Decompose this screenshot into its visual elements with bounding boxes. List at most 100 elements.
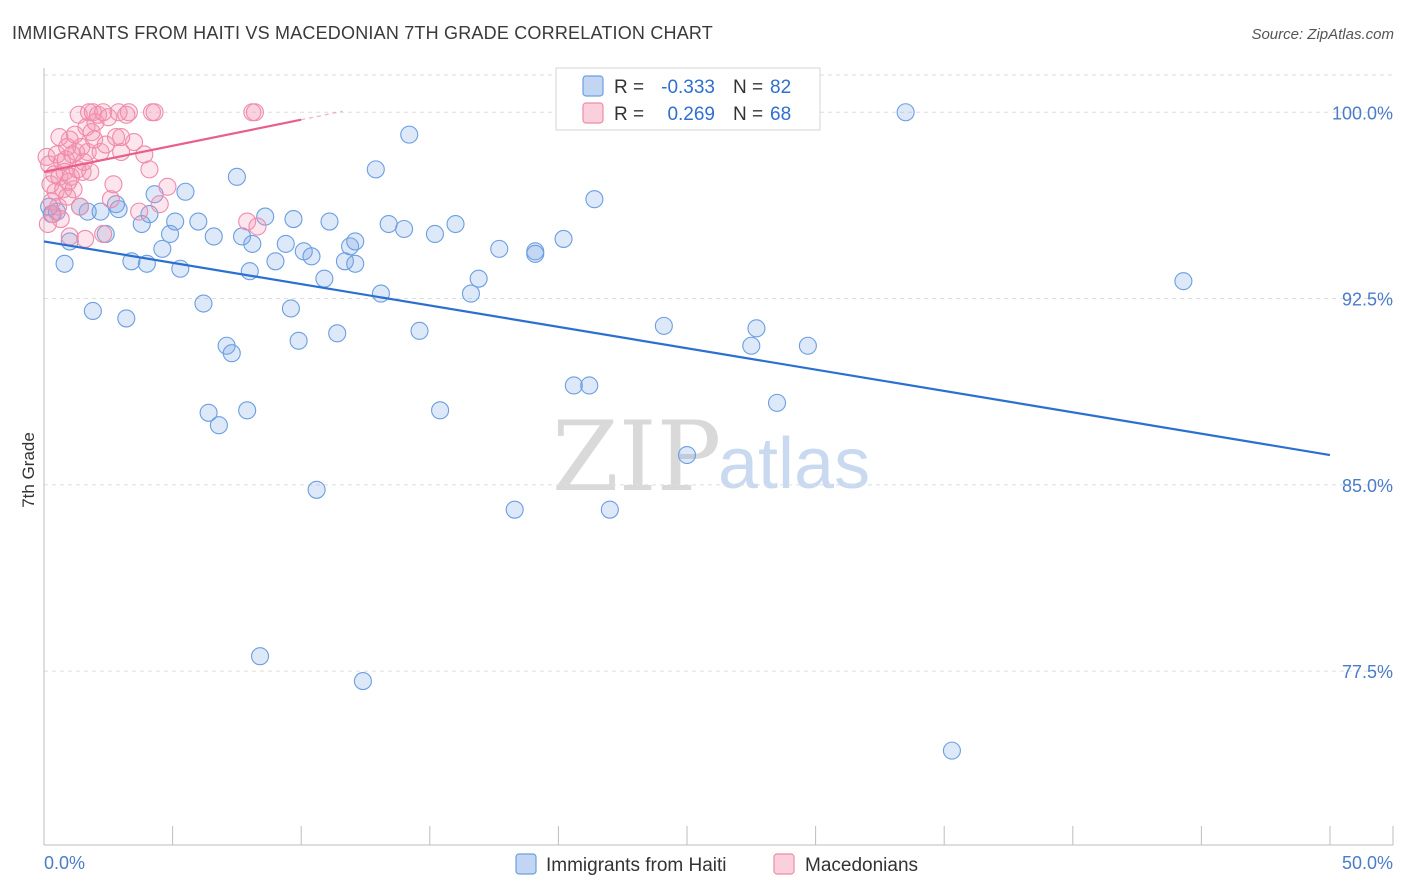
x-tick-label-start: 0.0% [44, 853, 85, 873]
scatter-point [58, 137, 77, 157]
scatter-point [227, 167, 246, 186]
scatter-point [580, 376, 599, 395]
watermark-atlas: atlas [718, 424, 870, 504]
scatter-point [461, 284, 481, 303]
scatter-point [767, 393, 787, 412]
scatter-point [654, 316, 673, 335]
scatter-point [341, 237, 360, 256]
scatter-point [896, 103, 915, 122]
legend-n-label-haiti: N = [733, 77, 763, 98]
scatter-point [395, 219, 414, 239]
y-tick-label: 100.0% [1332, 103, 1393, 123]
scatter-point [490, 239, 509, 258]
scatter-point [379, 214, 398, 234]
scatter-point [328, 324, 347, 343]
scatter-point [742, 336, 761, 355]
scatter-point [130, 202, 149, 221]
legend-n-value-haiti: 82 [770, 77, 791, 98]
scatter-point [281, 299, 300, 318]
y-axis-label: 7th Grade [19, 432, 38, 508]
y-tick-label: 85.0% [1342, 476, 1393, 496]
scatter-point [209, 416, 228, 435]
scatter-point [284, 210, 303, 229]
scatter-point [204, 227, 223, 246]
scatter-point [238, 401, 257, 420]
scatter-point [942, 741, 961, 760]
scatter-point [425, 224, 444, 244]
grid-layer: 77.5% 85.0% 92.5% 100.0% [44, 74, 1393, 682]
scatter-point [256, 207, 275, 226]
scatter-point [91, 202, 110, 221]
series-legend: Immigrants from Haiti Macedonians [515, 853, 918, 876]
scatter-point [82, 123, 101, 142]
scatter-point [238, 212, 257, 231]
scatter-point [76, 229, 95, 248]
scatter-point [346, 254, 365, 273]
legend-r-value-haiti: -0.333 [661, 77, 715, 98]
scatter-point [798, 336, 817, 355]
legend-r-label-macedonian: R = [614, 104, 644, 125]
scatter-point [526, 244, 545, 263]
trend-line-haiti [43, 240, 1331, 457]
scatter-point [117, 309, 136, 328]
scatter-point [94, 103, 113, 122]
haiti-series [40, 103, 1193, 760]
scatter-point [104, 175, 123, 194]
scatter-point [346, 232, 365, 251]
scatter-point [243, 234, 262, 253]
scatter-point [1174, 272, 1193, 291]
scatter-point [158, 177, 177, 196]
scatter-point [248, 217, 267, 236]
legend-swatch-haiti [582, 75, 604, 97]
scatter-point [250, 647, 270, 666]
trend-line-macedonian-extension [301, 110, 343, 121]
scatter-point [189, 212, 208, 231]
scatter-point [117, 105, 136, 124]
scatter-point [83, 301, 102, 321]
bottom-legend-label-haiti: Immigrants from Haiti [546, 855, 727, 876]
x-tick-label-end: 50.0% [1342, 853, 1393, 873]
trend-line-macedonian [43, 118, 302, 173]
y-tick-label: 77.5% [1342, 662, 1393, 682]
scatter-point [99, 108, 118, 127]
scatter-point [194, 294, 213, 313]
bottom-legend-swatch-haiti [515, 853, 537, 875]
scatter-point [81, 162, 100, 181]
scatter-point [150, 195, 169, 214]
scatter-point [112, 128, 131, 147]
scatter-point [166, 212, 185, 231]
scatter-point [222, 344, 241, 363]
scatter-point [140, 160, 159, 179]
scatter-point [106, 195, 126, 214]
scatter-point [94, 224, 113, 244]
scatter-point [307, 480, 326, 499]
scatter-point [431, 401, 450, 420]
scatter-point [747, 319, 766, 338]
scatter-point [145, 103, 164, 122]
watermark-zip: ZIP [552, 401, 721, 513]
scatter-point [302, 247, 321, 266]
scatter-point [58, 187, 77, 206]
scatter-point [70, 197, 90, 216]
scatter-point [564, 376, 583, 395]
bottom-legend-label-macedonian: Macedonians [805, 855, 918, 876]
y-tick-label: 92.5% [1342, 290, 1393, 310]
scatter-point [109, 200, 128, 219]
scatter-point [64, 180, 83, 199]
scatter-point [677, 445, 697, 465]
scatter-point [371, 284, 390, 303]
legend-r-value-macedonian: 0.269 [667, 104, 715, 125]
scatter-point [320, 212, 339, 231]
bottom-legend-swatch-macedonian [773, 853, 795, 875]
scatter-point [600, 500, 619, 519]
stats-legend: R = -0.333 N = 82 R = 0.269 N = 68 [555, 67, 821, 131]
scatter-point [315, 269, 334, 288]
scatter-point [199, 403, 218, 422]
trend-layer [43, 110, 1331, 457]
scatter-point [176, 182, 195, 201]
scatter-point [55, 254, 74, 273]
scatter-point [400, 125, 419, 144]
scatter-point [119, 103, 138, 122]
scatter-point [60, 227, 79, 246]
